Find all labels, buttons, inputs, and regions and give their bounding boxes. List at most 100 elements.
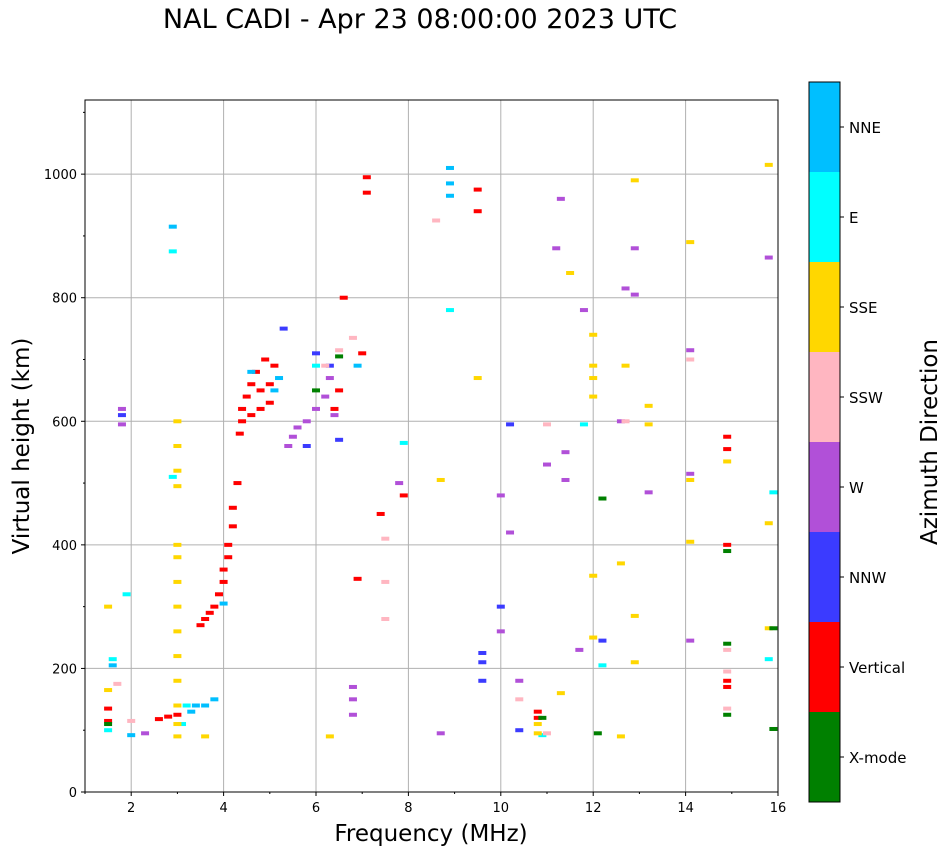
x-axis: 2 4 6 8 10 12 14 16: [84, 792, 786, 816]
data-point: [325, 734, 334, 739]
data-point: [445, 193, 454, 198]
data-point: [556, 691, 565, 696]
data-point: [325, 376, 334, 381]
data-point: [644, 403, 653, 408]
data-point: [473, 376, 482, 381]
data-point: [173, 484, 182, 489]
data-point: [182, 703, 191, 708]
y-tick-label: 400: [52, 539, 77, 554]
data-point: [496, 604, 505, 609]
y-tick-label: 600: [52, 415, 77, 430]
data-point: [348, 712, 357, 717]
data-point: [353, 576, 362, 581]
colorbar-segment: [809, 82, 840, 172]
data-point: [723, 684, 732, 689]
series-vertical: [104, 175, 732, 723]
data-point: [723, 549, 732, 554]
data-point: [173, 555, 182, 560]
x-tick-label: 14: [677, 801, 694, 816]
data-point: [395, 481, 404, 486]
data-point: [284, 444, 293, 448]
data-point: [104, 722, 113, 727]
data-point: [224, 555, 233, 560]
data-point: [533, 709, 542, 714]
data-point: [335, 348, 344, 353]
colorbar-segment: [809, 622, 840, 712]
data-point: [723, 712, 732, 717]
data-point: [173, 604, 182, 609]
data-point: [312, 406, 320, 411]
colorbar-tick-label: Vertical: [849, 659, 905, 677]
data-point: [117, 422, 126, 427]
colorbar-frame: [808, 81, 841, 803]
data-point: [723, 447, 732, 452]
data-point: [616, 419, 625, 424]
data-point: [506, 530, 515, 535]
data-point: [117, 413, 126, 418]
data-point: [238, 406, 247, 411]
data-point: [589, 332, 598, 337]
data-point: [723, 647, 732, 652]
data-point: [764, 255, 773, 260]
data-point: [228, 524, 237, 529]
data-point: [325, 363, 334, 368]
data-point: [302, 444, 311, 448]
data-point: [686, 357, 695, 362]
data-point: [533, 715, 542, 720]
data-point: [238, 419, 247, 424]
data-point: [598, 663, 607, 668]
data-point: [173, 712, 182, 717]
data-point: [538, 733, 547, 738]
data-point: [589, 573, 598, 578]
data-point: [589, 363, 598, 368]
colorbar-segment: [809, 712, 840, 802]
x-tick-label: 10: [493, 801, 510, 816]
data-point: [275, 376, 284, 381]
data-point: [376, 511, 385, 516]
data-point: [168, 224, 177, 229]
data-point: [686, 477, 695, 482]
data-point: [235, 431, 244, 436]
data-point: [210, 697, 219, 702]
data-point: [173, 734, 182, 739]
y-tick-label: 1000: [44, 168, 77, 183]
data-point: [764, 657, 773, 662]
data-point: [335, 437, 344, 442]
data-point: [191, 703, 200, 708]
data-point: [201, 734, 210, 739]
data-point: [219, 601, 228, 606]
data-point: [201, 617, 210, 621]
data-point: [173, 419, 182, 424]
data-point: [173, 629, 182, 634]
data-point: [141, 731, 150, 736]
data-point: [686, 471, 695, 476]
data-point: [630, 660, 639, 665]
data-point: [543, 422, 551, 427]
plot-frame: [84, 99, 779, 793]
data-point: [265, 400, 274, 405]
data-point: [173, 703, 182, 708]
data-point: [478, 660, 487, 665]
data-point: [598, 496, 607, 501]
data-point: [686, 539, 695, 544]
colorbar-segment: [809, 262, 840, 352]
data-point: [543, 462, 551, 467]
data-point: [621, 419, 630, 424]
data-point: [769, 626, 778, 631]
data-point: [593, 731, 602, 736]
data-point: [473, 187, 482, 192]
data-point: [312, 363, 320, 368]
data-point: [515, 697, 524, 702]
data-point: [164, 714, 173, 719]
data-point: [173, 654, 182, 659]
data-point: [496, 629, 505, 634]
data-point: [247, 413, 256, 418]
y-tick-label: 0: [69, 786, 77, 801]
y-axis: 0 200 400 600 800 1000: [44, 111, 85, 801]
data-point: [764, 162, 773, 167]
colorbar-segment: [809, 442, 840, 532]
data-point: [723, 542, 732, 547]
data-point: [630, 246, 639, 251]
data-point: [381, 536, 390, 541]
